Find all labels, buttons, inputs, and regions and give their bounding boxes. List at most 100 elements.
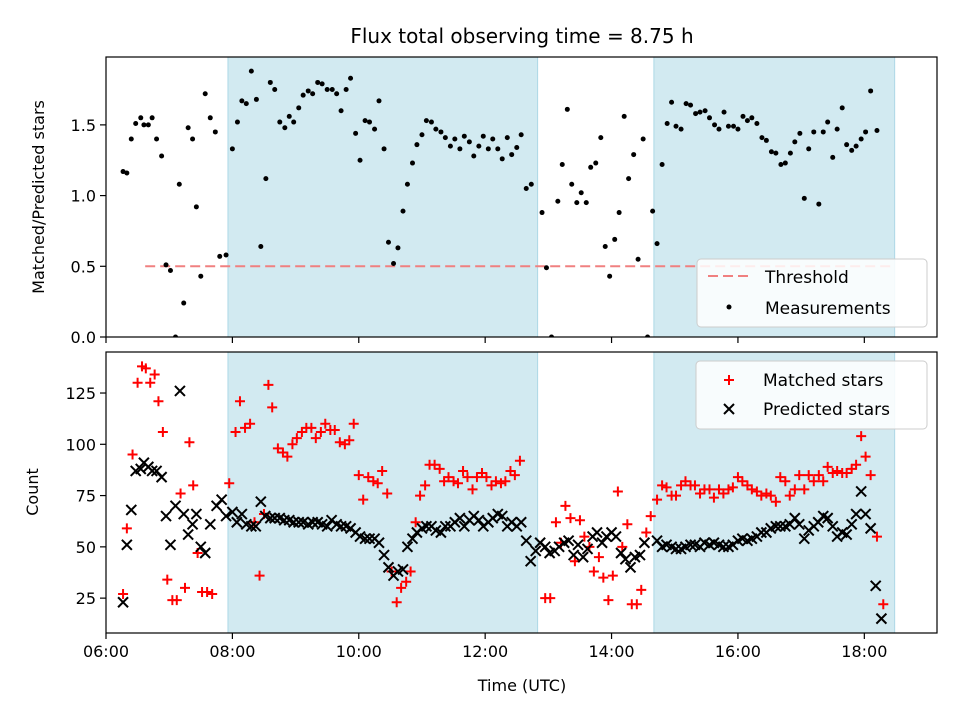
data-point	[712, 122, 718, 128]
matched-stars-marker	[481, 472, 492, 483]
observing-window-band	[227, 352, 539, 633]
matched-stars-marker	[851, 459, 862, 470]
matched-stars-marker	[704, 484, 715, 495]
matched-stars-marker	[282, 451, 293, 462]
predicted-stars-marker	[382, 561, 395, 574]
data-point	[239, 98, 245, 104]
legend-box	[696, 258, 928, 328]
top-panel: 0.0 0.5 1.0 1.5 Threshold Measurements	[71, 56, 938, 347]
matched-stars-marker	[291, 433, 302, 444]
x-tick-label: 12:00	[462, 642, 508, 661]
data-point	[391, 260, 397, 266]
predicted-stars-marker	[520, 534, 532, 547]
matched-stars-marker	[612, 486, 623, 497]
data-point	[485, 146, 491, 152]
predicted-stars-marker	[269, 512, 281, 524]
data-point	[664, 120, 670, 126]
matched-stars-marker	[490, 476, 501, 487]
matched-stars-marker	[132, 377, 143, 388]
matched-stars-marker	[254, 570, 265, 581]
matched-stars-marker	[579, 531, 590, 542]
matched-stars-marker	[495, 478, 506, 489]
matched-stars-marker	[348, 418, 359, 429]
predicted-stars-marker	[231, 516, 243, 528]
matched-stars-marker	[565, 513, 576, 524]
data-point	[190, 136, 196, 142]
data-point	[607, 273, 613, 279]
data-point	[858, 136, 864, 142]
y-tick-label: 0.0	[71, 328, 96, 347]
plot-area	[117, 352, 896, 633]
matched-stars-marker	[818, 476, 829, 487]
matched-stars-marker	[329, 424, 340, 435]
matched-stars-marker	[718, 488, 729, 499]
matched-stars-marker	[452, 478, 463, 489]
x-tick-label: 14:00	[588, 642, 634, 661]
data-point	[602, 243, 608, 249]
predicted-stars-marker	[174, 385, 186, 397]
matched-stars-marker	[162, 574, 173, 585]
predicted-stars-marker	[146, 465, 158, 477]
predicted-stars-marker	[473, 514, 485, 526]
predicted-stars-marker	[160, 510, 172, 522]
matched-stars-marker	[756, 490, 767, 501]
data-point	[315, 79, 321, 85]
matched-stars-marker	[405, 566, 416, 577]
data-point	[253, 96, 259, 102]
predicted-stars-marker	[204, 518, 216, 530]
data-point	[612, 236, 618, 242]
data-point	[128, 136, 134, 142]
data-point	[539, 210, 545, 216]
matched-stars-marker	[803, 470, 814, 481]
matched-stars-marker	[878, 599, 889, 610]
y-tick-label: 1.5	[71, 116, 96, 135]
predicted-stars-marker	[182, 528, 194, 541]
matched-stars-marker	[770, 496, 781, 507]
data-point	[678, 126, 684, 132]
matched-stars-marker	[680, 476, 691, 487]
predicted-stars-marker	[155, 471, 168, 483]
x-tick-label: 06:00	[83, 642, 129, 661]
predicted-stars-marker	[875, 612, 888, 625]
data-point	[754, 120, 760, 126]
data-point	[329, 87, 335, 93]
data-point	[243, 101, 249, 107]
data-point	[149, 115, 155, 121]
matched-stars-marker	[396, 582, 407, 593]
data-point	[574, 200, 580, 206]
predicted-stars-marker	[684, 539, 697, 551]
predicted-stars-marker	[770, 520, 782, 533]
data-point	[749, 115, 755, 121]
x-tick-label: 18:00	[841, 642, 887, 661]
predicted-stars-marker	[755, 526, 768, 539]
data-point	[702, 108, 708, 114]
predicted-stars-marker	[190, 508, 203, 520]
matched-stars-marker	[593, 552, 604, 563]
matched-legend-label: Matched stars	[763, 371, 883, 391]
matched-stars-marker	[145, 377, 156, 388]
matched-stars-marker	[320, 418, 331, 429]
matched-stars-marker	[382, 488, 393, 499]
predicted-stars-marker	[638, 537, 651, 549]
predicted-legend-label: Predicted stars	[763, 400, 890, 420]
data-point	[348, 75, 354, 81]
data-point	[578, 190, 584, 196]
data-point	[744, 118, 750, 124]
axes-frame	[105, 351, 938, 634]
predicted-stars-marker	[287, 516, 300, 528]
data-point	[181, 300, 187, 306]
predicted-stars-marker	[615, 547, 627, 559]
predicted-stars-marker	[178, 508, 190, 520]
matched-stars-marker	[509, 470, 520, 481]
data-point	[693, 111, 699, 117]
matched-stars-marker	[708, 492, 719, 503]
matched-stars-marker	[287, 439, 298, 450]
predicted-stars-marker	[562, 534, 575, 547]
data-point	[176, 181, 182, 187]
predicted-stars-marker	[359, 532, 371, 545]
data-point	[593, 160, 599, 166]
legend: Matched stars Predicted stars	[695, 360, 928, 430]
data-point	[291, 119, 297, 125]
matched-stars-marker	[458, 465, 469, 476]
predicted-stars-marker	[264, 512, 277, 524]
